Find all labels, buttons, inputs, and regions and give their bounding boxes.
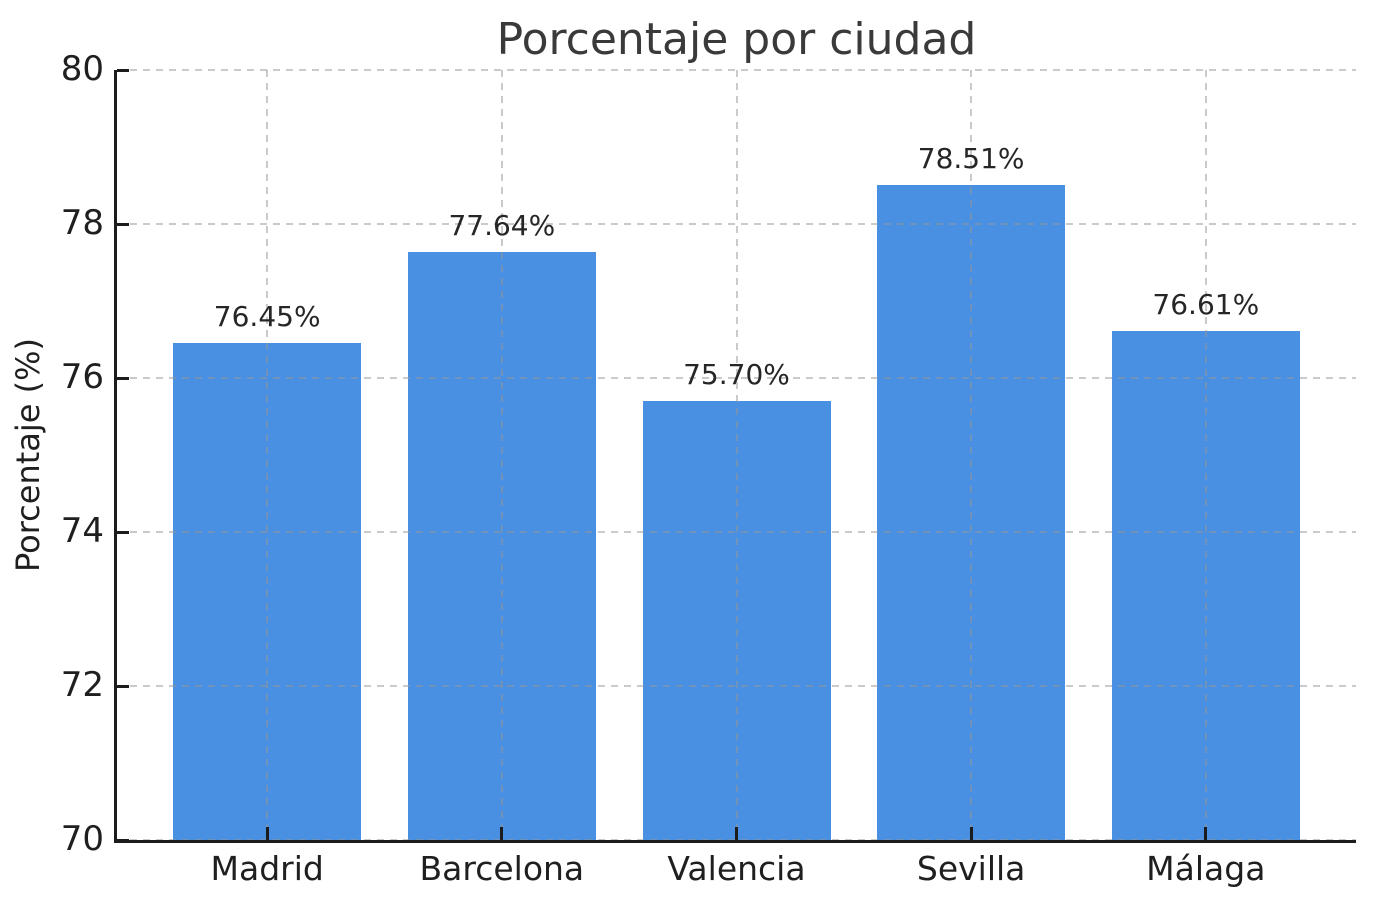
vertical-gridline bbox=[735, 70, 738, 840]
x-tick-label-sevilla: Sevilla bbox=[916, 849, 1026, 888]
vertical-gridline bbox=[500, 70, 503, 840]
bar-value-label: 75.70% bbox=[683, 358, 790, 392]
y-axis-tick bbox=[117, 838, 129, 842]
x-tick-label-valencia: Valencia bbox=[667, 849, 806, 888]
y-axis-tick bbox=[117, 222, 129, 226]
x-axis-tick bbox=[1204, 827, 1208, 840]
y-axis-tick bbox=[117, 376, 129, 380]
bar-value-label: 78.51% bbox=[917, 141, 1025, 175]
x-axis-tick bbox=[969, 827, 973, 840]
vertical-gridline bbox=[266, 70, 269, 840]
y-tick-label: 70 bbox=[60, 819, 104, 860]
y-axis-tick bbox=[117, 530, 129, 534]
vertical-gridline bbox=[970, 70, 973, 840]
y-axis-spine bbox=[114, 70, 117, 843]
y-axis-tick bbox=[117, 684, 129, 688]
x-axis-spine bbox=[114, 840, 1356, 843]
vertical-gridline bbox=[1204, 70, 1207, 840]
y-tick-label: 78 bbox=[60, 203, 104, 244]
x-axis-tick bbox=[735, 827, 738, 840]
bar-value-label: 76.45% bbox=[213, 300, 321, 334]
bar-value-label: 77.64% bbox=[448, 208, 556, 242]
y-tick-label: 72 bbox=[60, 665, 104, 706]
x-axis-tick bbox=[265, 827, 269, 840]
y-tick-label: 74 bbox=[60, 511, 104, 552]
bar-value-label: 76.61% bbox=[1152, 288, 1260, 322]
x-tick-label-barcelona: Barcelona bbox=[419, 849, 585, 888]
x-tick-label-madrid: Madrid bbox=[210, 849, 324, 888]
y-axis-label-container: Porcentaje (%) bbox=[0, 70, 56, 840]
y-tick-label: 80 bbox=[60, 49, 104, 90]
plot-area: 76.45% 77.64% 75.70% 78.51% 76.61% bbox=[114, 68, 1356, 843]
x-axis-tick bbox=[500, 827, 504, 840]
y-axis-tick bbox=[117, 68, 129, 72]
x-tick-label-málaga: Málaga bbox=[1146, 849, 1266, 888]
y-tick-label: 76 bbox=[60, 357, 104, 398]
chart-title: Porcentaje por ciudad bbox=[496, 14, 977, 65]
